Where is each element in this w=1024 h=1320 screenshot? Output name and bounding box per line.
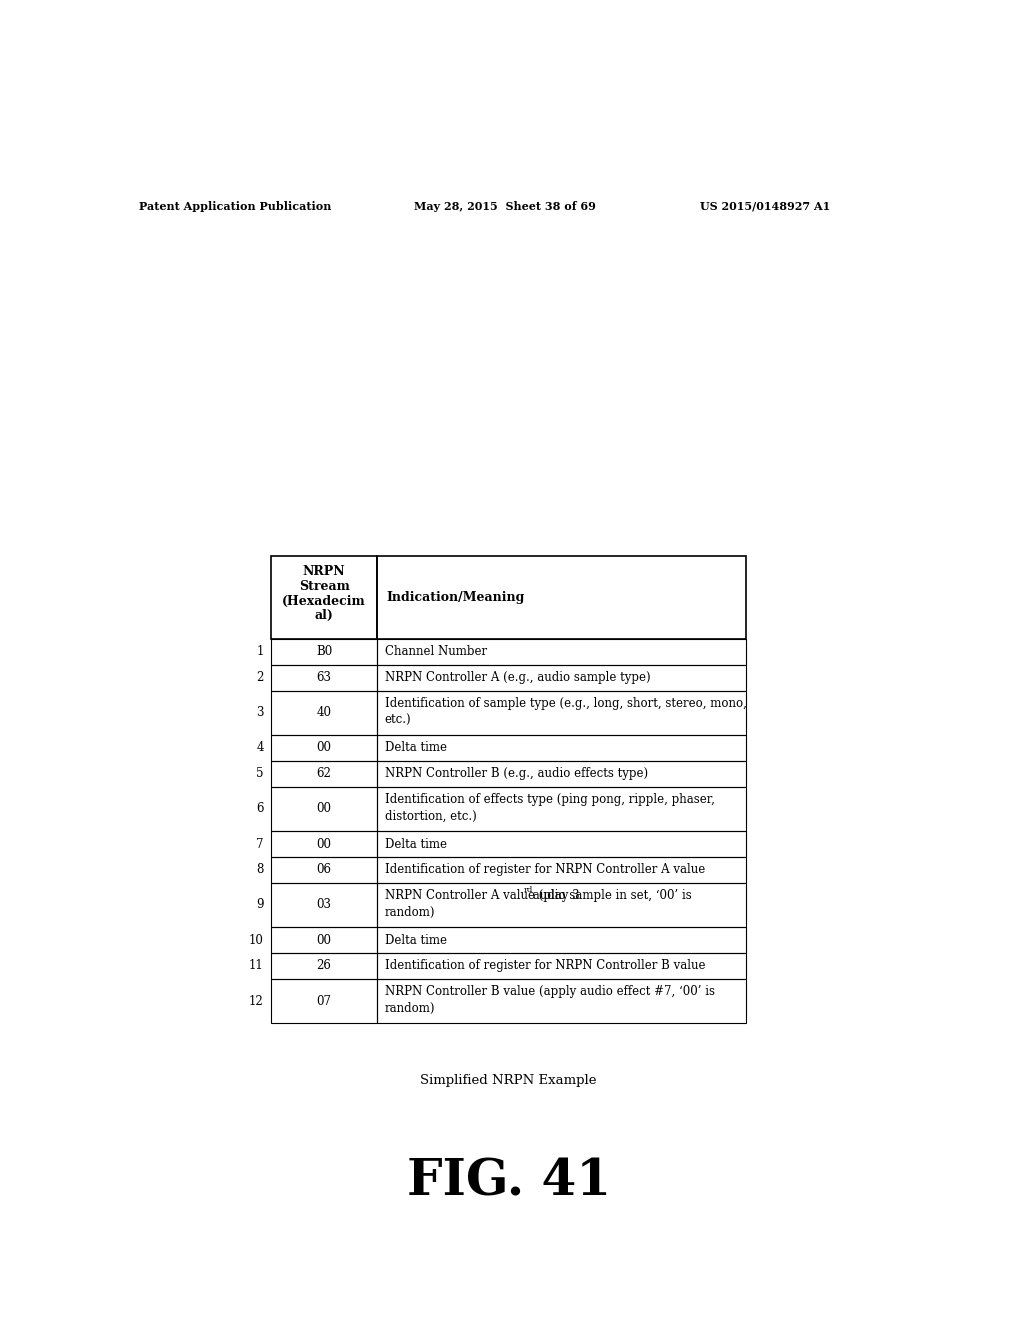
Text: Delta time: Delta time (385, 933, 446, 946)
Bar (377, 760, 746, 787)
Bar (377, 556, 746, 639)
Text: 00: 00 (316, 803, 332, 816)
Bar (271, 979, 377, 1023)
Text: 6: 6 (256, 803, 263, 816)
Text: 5: 5 (256, 767, 263, 780)
Text: Delta time: Delta time (385, 837, 446, 850)
Bar (377, 665, 746, 690)
Text: distortion, etc.): distortion, etc.) (385, 810, 476, 822)
Bar (377, 735, 746, 760)
Text: 03: 03 (316, 899, 332, 912)
Text: Identification of register for NRPN Controller A value: Identification of register for NRPN Cont… (385, 863, 705, 876)
Bar (271, 735, 377, 760)
Bar (271, 639, 377, 665)
Bar (377, 787, 746, 832)
Text: 00: 00 (316, 933, 332, 946)
Text: Stream: Stream (299, 579, 349, 593)
Bar (377, 832, 746, 857)
Bar (377, 953, 746, 979)
Bar (271, 665, 377, 690)
Text: Indication/Meaning: Indication/Meaning (386, 591, 524, 603)
Text: 00: 00 (316, 837, 332, 850)
Bar (377, 690, 746, 735)
Text: 2: 2 (256, 671, 263, 684)
Text: 62: 62 (316, 767, 332, 780)
Text: Channel Number: Channel Number (385, 645, 486, 659)
Text: 11: 11 (249, 960, 263, 973)
Text: Simplified NRPN Example: Simplified NRPN Example (421, 1074, 597, 1088)
Text: B0: B0 (316, 645, 332, 659)
Text: 1: 1 (256, 645, 263, 659)
Bar (271, 832, 377, 857)
Text: 7: 7 (256, 837, 263, 850)
Text: 4: 4 (256, 742, 263, 755)
Text: 12: 12 (249, 994, 263, 1007)
Bar (271, 883, 377, 927)
Text: 26: 26 (316, 960, 332, 973)
Text: al): al) (314, 610, 334, 622)
Bar (271, 760, 377, 787)
Text: NRPN: NRPN (303, 565, 345, 578)
Text: audio sample in set, ‘00’ is: audio sample in set, ‘00’ is (529, 890, 692, 903)
Text: 8: 8 (256, 863, 263, 876)
Bar (271, 690, 377, 735)
Text: Identification of register for NRPN Controller B value: Identification of register for NRPN Cont… (385, 960, 706, 973)
Text: FIG. 41: FIG. 41 (407, 1158, 610, 1206)
Text: 40: 40 (316, 706, 332, 719)
Text: Delta time: Delta time (385, 742, 446, 755)
Text: rd: rd (523, 886, 532, 894)
Bar (377, 979, 746, 1023)
Text: 00: 00 (316, 742, 332, 755)
Text: 06: 06 (316, 863, 332, 876)
Text: US 2015/0148927 A1: US 2015/0148927 A1 (700, 201, 830, 213)
Text: 3: 3 (256, 706, 263, 719)
Text: NRPN Controller A (e.g., audio sample type): NRPN Controller A (e.g., audio sample ty… (385, 671, 650, 684)
Text: 63: 63 (316, 671, 332, 684)
Text: NRPN Controller B (e.g., audio effects type): NRPN Controller B (e.g., audio effects t… (385, 767, 647, 780)
Text: Patent Application Publication: Patent Application Publication (139, 201, 332, 213)
Text: random): random) (385, 1002, 435, 1015)
Bar (377, 857, 746, 883)
Text: Identification of effects type (ping pong, ripple, phaser,: Identification of effects type (ping pon… (385, 793, 715, 807)
Bar (271, 953, 377, 979)
Text: (Hexadecim: (Hexadecim (283, 594, 366, 607)
Bar (271, 556, 377, 639)
Text: 10: 10 (249, 933, 263, 946)
Text: May 28, 2015  Sheet 38 of 69: May 28, 2015 Sheet 38 of 69 (414, 201, 596, 213)
Text: 07: 07 (316, 994, 332, 1007)
Text: etc.): etc.) (385, 714, 412, 727)
Bar (271, 857, 377, 883)
Text: random): random) (385, 906, 435, 919)
Text: NRPN Controller B value (apply audio effect #7, ‘00’ is: NRPN Controller B value (apply audio eff… (385, 986, 715, 998)
Text: Identification of sample type (e.g., long, short, stereo, mono,: Identification of sample type (e.g., lon… (385, 697, 746, 710)
Bar (377, 927, 746, 953)
Text: NRPN Controller A value (play 3: NRPN Controller A value (play 3 (385, 890, 580, 903)
Bar (271, 927, 377, 953)
Bar (377, 883, 746, 927)
Bar (377, 639, 746, 665)
Bar (271, 787, 377, 832)
Text: 9: 9 (256, 899, 263, 912)
